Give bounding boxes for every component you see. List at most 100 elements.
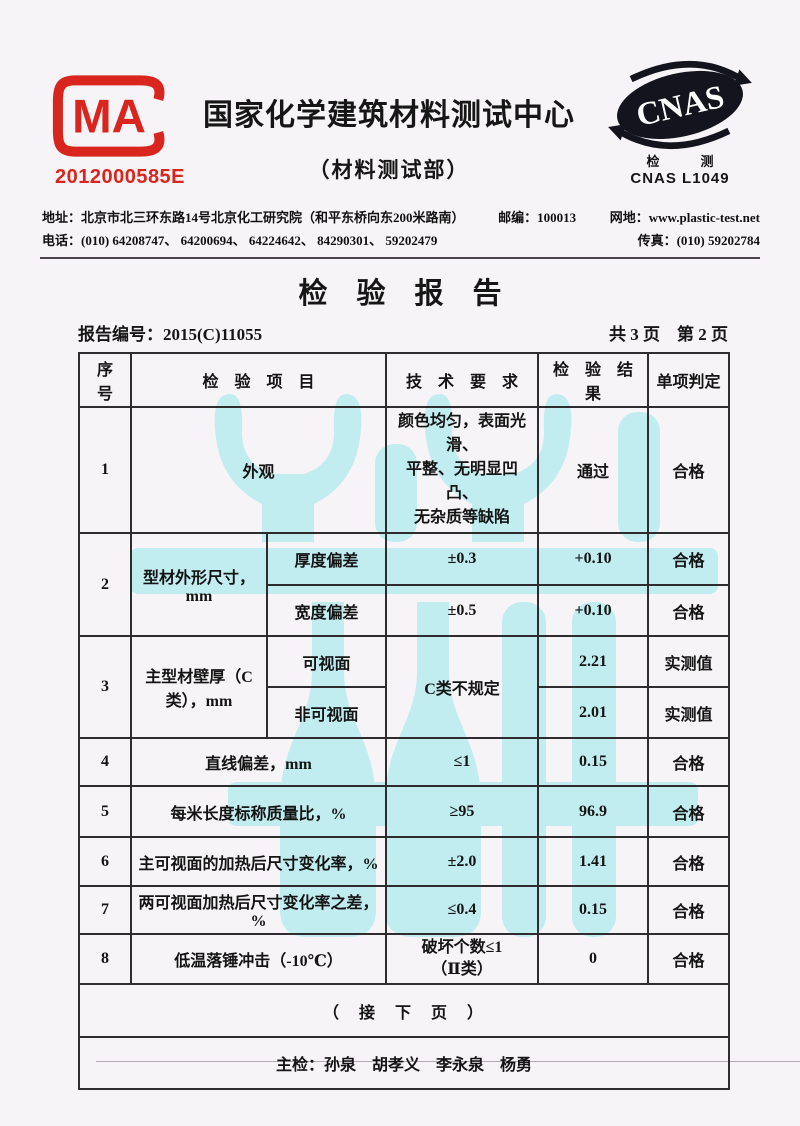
cell-r3-judgement2: 实测值 [647, 686, 731, 739]
cnas-code: CNAS L1049 [630, 170, 730, 187]
report-number: 报告编号：2015(C)11055 [78, 320, 262, 345]
contact-block: 地址：北京市北三环东路14号北京化工研究院（和平东桥向东200米路南） 邮编：1… [42, 206, 760, 252]
cell-r3-item: 主型材壁厚（C类），mm [130, 635, 268, 739]
contact-line-2: 电话：(010) 64208747、 64200694、 64224642、 8… [42, 229, 760, 252]
fax: 传真：(010) 59202784 [638, 229, 760, 252]
zip-value: 100013 [537, 210, 577, 225]
cell-r4-result: 0.15 [537, 737, 650, 787]
cell-r5-item: 每米长度标称质量比，% [129, 785, 388, 838]
cell-r5-result: 96.9 [537, 785, 650, 838]
cnas-tag: 检 测 [646, 154, 728, 169]
cell-r2-judgement2: 合格 [647, 584, 731, 637]
cma-letters: MA [72, 90, 146, 143]
website: 网地：www.plastic-test.net [610, 206, 760, 229]
fax-label: 传真： [637, 233, 677, 248]
cell-r3-result1: 2.21 [537, 635, 650, 688]
inspector-line: 主检：孙泉 胡孝义 李永泉 杨勇 [77, 1036, 731, 1090]
cell-r5-requirement: ≥95 [385, 785, 540, 838]
cell-r1-requirement: 颜色均匀，表面光滑、 平整、无明显凹凸、 无杂质等缺陷 [385, 406, 540, 534]
cell-r8-no: 8 [78, 933, 132, 985]
row-5-mass-ratio: 5 每米长度标称质量比，% ≥95 96.9 合格 [78, 785, 731, 838]
cnas-block: CNAS 检 测 CNAS L1049 [594, 58, 766, 187]
inspector-row: 主检：孙泉 胡孝义 李永泉 杨勇 [77, 1036, 731, 1090]
cell-r5-judgement: 合格 [647, 785, 731, 838]
cell-r6-result: 1.41 [537, 836, 650, 887]
report-number-value: 2015(C)11055 [163, 325, 263, 344]
cell-r7-judgement: 合格 [647, 885, 731, 935]
cell-r2-requirement2: ±0.5 [385, 584, 540, 637]
cell-r5-no: 5 [78, 785, 132, 838]
website-label: 网地： [609, 210, 649, 225]
cell-r3-sub1: 可视面 [265, 635, 388, 688]
contact-line-1: 地址：北京市北三环东路14号北京化工研究院（和平东桥向东200米路南） 邮编：1… [42, 206, 760, 229]
cell-r2-item: 型材外形尺寸，mm [130, 532, 268, 637]
cell-r3-no: 3 [78, 635, 132, 739]
report-meta: 报告编号：2015(C)11055 共 3 页 第 2 页 [78, 320, 728, 345]
row-8-impact: 8 低温落锤冲击（-10℃） 破坏个数≤1 （Ⅱ类） 0 合格 [78, 933, 731, 985]
letterhead-divider [40, 257, 760, 259]
header-requirement: 技 术 要 求 [385, 352, 540, 408]
org-block: 国家化学建筑材料测试中心 （材料测试部） [185, 90, 593, 184]
cell-r8-result: 0 [537, 933, 650, 985]
cell-r4-item: 直线偏差，mm [129, 737, 388, 787]
row-6-heat-change-main: 6 主可视面的加热后尺寸变化率，% ±2.0 1.41 合格 [78, 836, 731, 887]
cell-r8-item: 低温落锤冲击（-10℃） [129, 933, 388, 985]
cell-r6-judgement: 合格 [647, 836, 731, 887]
row-3-wall-nonvisible: 非可视面 2.01 实测值 [79, 686, 731, 739]
header-judgement: 单项判定 [647, 352, 731, 408]
address-value: 北京市北三环东路14号北京化工研究院（和平东桥向东200米路南） [81, 210, 465, 225]
row-2-dimensions-thickness: 2 型材外形尺寸，mm 厚度偏差 ±0.3 +0.10 合格 [78, 532, 731, 637]
fax-value: (010) 59202784 [676, 233, 760, 248]
cell-r3-result2: 2.01 [537, 686, 650, 739]
cell-r2-no: 2 [78, 532, 132, 637]
cell-r6-item: 主可视面的加热后尺寸变化率，% [129, 836, 388, 887]
row-4-straightness: 4 直线偏差，mm ≤1 0.15 合格 [78, 737, 731, 787]
org-department: （材料测试部） [308, 158, 470, 182]
cell-r3-requirement: C类不规定 [385, 635, 540, 739]
cell-r2-result1: +0.10 [537, 532, 650, 586]
row-1-appearance: 1 外观 颜色均匀，表面光滑、 平整、无明显凹凸、 无杂质等缺陷 通过 合格 [78, 406, 731, 534]
cell-r6-no: 6 [78, 836, 132, 887]
cell-r2-sub1: 厚度偏差 [265, 532, 388, 586]
cell-r8-judgement: 合格 [647, 933, 731, 985]
cell-r7-result: 0.15 [537, 885, 650, 935]
continue-note: （ 接 下 页 ） [77, 983, 731, 1038]
zip-label: 邮编： [498, 210, 538, 225]
cell-r1-no: 1 [78, 406, 132, 534]
zip: 邮编：100013 [498, 206, 576, 229]
cma-cert-number: 2012000585E [54, 166, 186, 188]
cell-r8-requirement: 破坏个数≤1 （Ⅱ类） [385, 933, 540, 985]
phone: 电话：(010) 64208747、 64200694、 64224642、 8… [42, 229, 437, 252]
cell-r7-requirement: ≤0.4 [385, 885, 540, 935]
address: 地址：北京市北三环东路14号北京化工研究院（和平东桥向东200米路南） [42, 206, 465, 229]
website-value: www.plastic-test.net [648, 210, 760, 225]
cell-r2-requirement1: ±0.3 [385, 532, 540, 586]
header-no: 序 号 [78, 352, 132, 408]
cell-r1-item: 外观 [129, 406, 388, 534]
cell-r4-requirement: ≤1 [385, 737, 540, 787]
cell-r3-judgement1: 实测值 [647, 635, 731, 688]
cell-r1-result: 通过 [537, 406, 650, 534]
cell-r4-judgement: 合格 [647, 737, 731, 787]
header-result: 检 验 结 果 [537, 352, 649, 408]
results-table-wrap: 序 号 检 验 项 目 技 术 要 求 检 验 结 果 单项判定 1 外观 颜色… [77, 352, 731, 1090]
cell-r7-item: 两可视面加热后尺寸变化率之差，% [129, 885, 388, 935]
page-info: 共 3 页 第 2 页 [609, 325, 728, 344]
row-2-dimensions-width: 宽度偏差 ±0.5 +0.10 合格 [79, 584, 731, 637]
cnas-mark-icon: CNAS [608, 60, 752, 150]
report-number-label: 报告编号： [78, 325, 163, 344]
cell-r4-no: 4 [78, 737, 132, 787]
cell-r1-judgement: 合格 [647, 406, 731, 534]
phone-label: 电话： [42, 233, 82, 248]
table-header-row: 序 号 检 验 项 目 技 术 要 求 检 验 结 果 单项判定 [78, 352, 731, 408]
cell-r2-sub2: 宽度偏差 [265, 584, 388, 637]
address-label: 地址： [42, 210, 82, 225]
phone-value: (010) 64208747、 64200694、 64224642、 8429… [81, 233, 438, 248]
cell-r3-sub2: 非可视面 [265, 686, 388, 739]
cma-block: MA 2012000585E [48, 74, 192, 189]
cma-mark-icon: MA [52, 75, 165, 157]
continue-note-row: （ 接 下 页 ） [77, 983, 731, 1038]
org-title: 国家化学建筑材料测试中心 [203, 99, 575, 132]
header-item: 检 验 项 目 [129, 352, 388, 408]
